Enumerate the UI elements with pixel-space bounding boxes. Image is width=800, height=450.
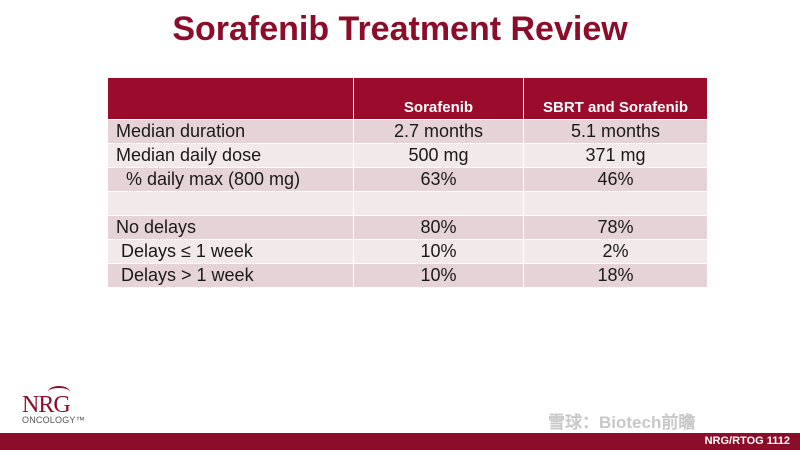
cell-sbrt-sorafenib: 18% [523,263,708,288]
logo-subtitle: ONCOLOGY™ [22,415,85,425]
table-row: Median duration 2.7 months 5.1 months [107,119,708,144]
cell-sbrt-sorafenib [523,191,708,216]
cell-sbrt-sorafenib: 5.1 months [523,119,708,144]
cell-sorafenib: 10% [353,263,524,288]
row-label: % daily max (800 mg) [107,167,354,192]
cell-sorafenib: 10% [353,239,524,264]
watermark: 雪球：Biotech前瞻 [548,413,696,432]
table-row: No delays 80% 78% [107,215,708,240]
table-row: Delays ≤ 1 week 10% 2% [107,239,708,264]
row-label: No delays [107,215,354,240]
header-sbrt-sorafenib: SBRT and Sorafenib [523,77,708,120]
row-label: Delays > 1 week [107,263,354,288]
nrg-oncology-logo: NRG ONCOLOGY™ [22,386,112,428]
cell-sorafenib: 63% [353,167,524,192]
row-label: Delays ≤ 1 week [107,239,354,264]
cell-sorafenib [353,191,524,216]
cell-sbrt-sorafenib: 46% [523,167,708,192]
table-row: Delays > 1 week 10% 18% [107,263,708,288]
cell-sorafenib: 500 mg [353,143,524,168]
cell-sbrt-sorafenib: 2% [523,239,708,264]
cell-sbrt-sorafenib: 371 mg [523,143,708,168]
table-header-row: Sorafenib SBRT and Sorafenib [107,77,708,120]
cell-sorafenib: 80% [353,215,524,240]
logo-name: NRG [22,392,71,418]
row-label: Median duration [107,119,354,144]
logo-swoosh-icon [48,386,70,398]
header-label-cell [107,77,354,120]
table-row: Median daily dose 500 mg 371 mg [107,143,708,168]
cell-sorafenib: 2.7 months [353,119,524,144]
header-sorafenib: Sorafenib [353,77,524,120]
table-row-spacer [107,191,708,216]
cell-sbrt-sorafenib: 78% [523,215,708,240]
row-label [107,191,354,216]
table-row: % daily max (800 mg) 63% 46% [107,167,708,192]
slide-title: Sorafenib Treatment Review [172,10,628,48]
footer-bar: NRG/RTOG 1112 [0,433,800,450]
row-label: Median daily dose [107,143,354,168]
footer-label: NRG/RTOG 1112 [704,435,790,447]
treatment-review-table: Sorafenib SBRT and Sorafenib Median dura… [107,77,708,288]
